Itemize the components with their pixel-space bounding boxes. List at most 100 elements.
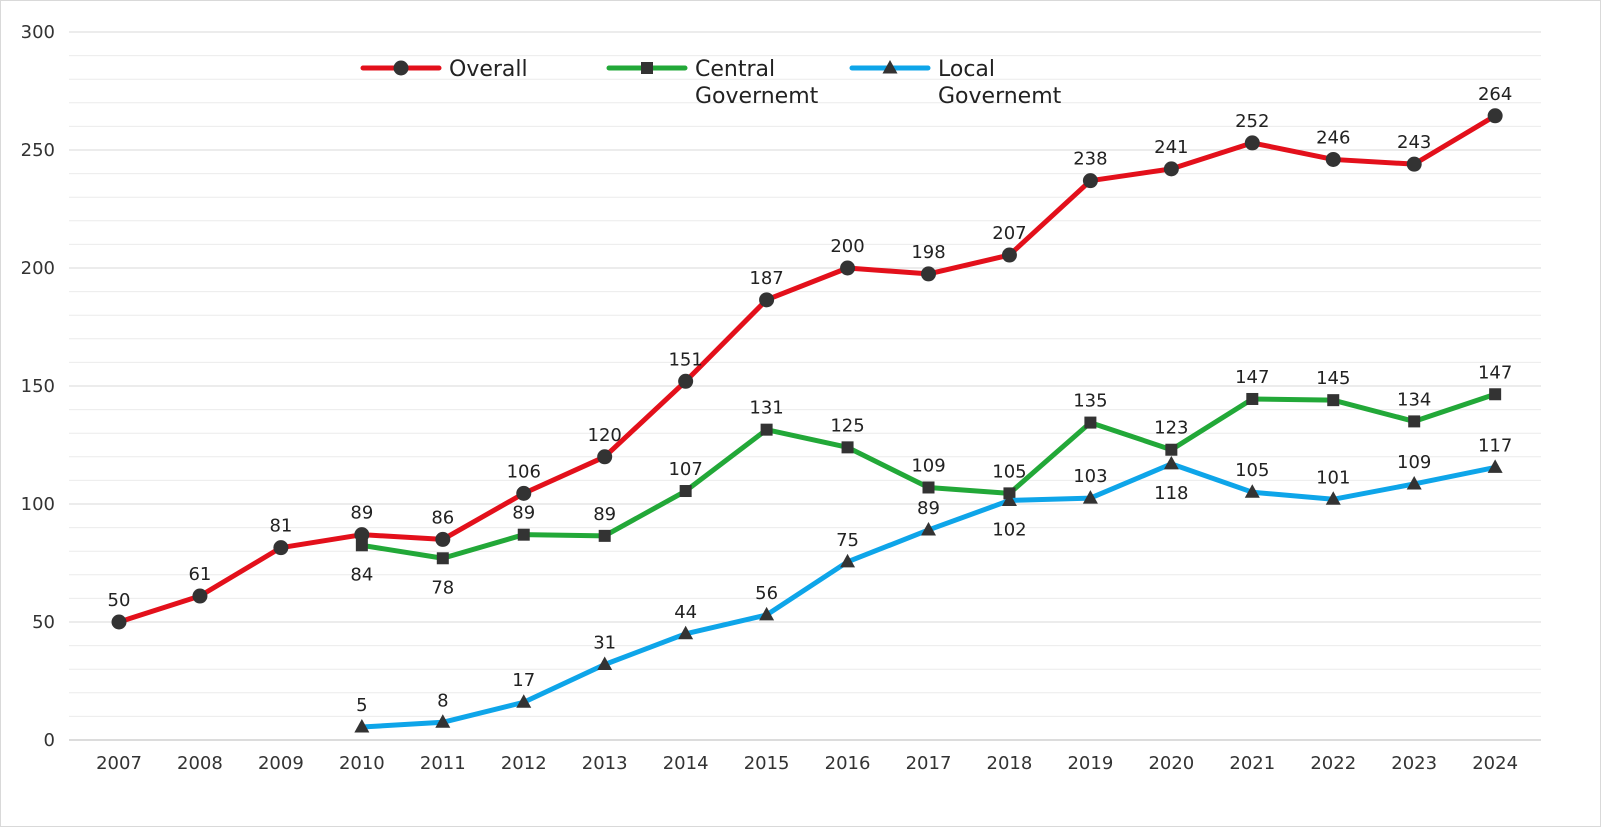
data-point-marker (760, 423, 773, 436)
data-point-marker (1325, 491, 1341, 505)
data-label: 106 (507, 461, 541, 482)
data-point-marker (435, 531, 451, 547)
data-label: 17 (512, 670, 535, 691)
data-point-marker (1325, 151, 1341, 167)
data-label: 238 (1073, 149, 1107, 170)
data-label: 81 (269, 516, 292, 537)
data-point-marker (678, 625, 694, 640)
x-tick-label: 2021 (1229, 753, 1275, 774)
legend-item: Central Governemt (606, 57, 819, 109)
data-label: 187 (749, 268, 783, 289)
data-point-marker (1082, 173, 1098, 189)
legend-label: Overall (449, 57, 528, 82)
data-point-marker (1489, 388, 1502, 401)
data-label: 102 (992, 519, 1026, 540)
data-label: 5 (356, 695, 367, 716)
data-label: 135 (1073, 391, 1107, 412)
series-2 (355, 388, 1502, 565)
data-point-marker (1001, 492, 1017, 506)
y-tick-label: 50 (32, 612, 55, 633)
legend-item: Local Governemt (849, 57, 1062, 109)
data-point-marker (1487, 108, 1503, 124)
data-label: 200 (830, 236, 864, 257)
data-label: 8 (437, 690, 448, 711)
data-label: 86 (431, 507, 454, 528)
data-label: 264 (1478, 84, 1512, 105)
x-tick-label: 2011 (420, 753, 466, 774)
x-tick-label: 2019 (1067, 753, 1113, 774)
data-label: 107 (668, 459, 702, 480)
x-tick-label: 2007 (96, 753, 142, 774)
y-tick-label: 100 (21, 494, 55, 515)
data-label: 75 (836, 530, 859, 551)
data-point-marker (840, 553, 856, 568)
data-label: 109 (911, 455, 945, 476)
data-point-marker (1084, 416, 1097, 429)
data-point-marker (1165, 443, 1178, 456)
data-point-marker (192, 588, 208, 604)
data-label: 31 (593, 632, 616, 653)
data-point-marker (1406, 475, 1422, 490)
data-label: 243 (1397, 132, 1431, 153)
data-point-marker (1163, 161, 1179, 177)
data-point-marker (841, 441, 854, 454)
data-label: 101 (1316, 467, 1350, 488)
data-point-marker (1327, 394, 1340, 407)
x-tick-label: 2012 (501, 753, 547, 774)
data-point-marker (679, 485, 692, 498)
data-point-marker (1082, 490, 1098, 504)
data-point-marker (273, 540, 289, 556)
x-tick-label: 2014 (663, 753, 709, 774)
series-1 (111, 108, 1503, 630)
y-tick-label: 150 (21, 376, 55, 397)
data-label: 117 (1478, 435, 1512, 456)
data-point-marker (517, 528, 530, 541)
x-tick-label: 2009 (258, 753, 304, 774)
data-point-marker (598, 529, 611, 542)
x-tick-label: 2020 (1148, 753, 1194, 774)
data-label: 131 (749, 398, 783, 419)
data-point-marker (1246, 392, 1259, 405)
data-label: 44 (674, 602, 697, 623)
legend-label: Central Governemt (695, 57, 819, 109)
y-tick-label: 300 (21, 22, 55, 43)
data-label: 125 (830, 415, 864, 436)
data-point-marker (759, 292, 775, 308)
series-3 (354, 455, 1503, 733)
data-point-marker (1001, 247, 1017, 263)
x-tick-label: 2015 (744, 753, 790, 774)
data-point-marker (1487, 459, 1503, 473)
data-label: 134 (1397, 389, 1431, 410)
legend-marker (882, 60, 898, 74)
data-label: 78 (431, 577, 454, 598)
data-label: 89 (512, 503, 535, 524)
data-point-marker (354, 527, 370, 543)
data-point-marker (435, 714, 451, 728)
x-tick-label: 2023 (1391, 753, 1437, 774)
data-point-marker (1244, 135, 1260, 151)
x-tick-label: 2013 (582, 753, 628, 774)
data-label: 61 (188, 564, 211, 585)
legend-marker (393, 60, 409, 76)
gridlines (69, 31, 1541, 717)
data-label: 50 (108, 590, 131, 611)
data-point-marker (597, 449, 613, 465)
x-tick-label: 2008 (177, 753, 223, 774)
data-point-marker (436, 552, 449, 565)
data-label: 246 (1316, 127, 1350, 148)
x-tick-label: 2022 (1310, 753, 1356, 774)
data-label: 103 (1073, 466, 1107, 487)
data-point-marker (921, 266, 936, 282)
x-tick-label: 2024 (1472, 753, 1518, 774)
data-point-marker (1408, 415, 1421, 428)
data-label: 198 (911, 242, 945, 263)
x-tick-label: 2010 (339, 753, 385, 774)
data-label: 123 (1154, 418, 1188, 439)
series-line (116, 113, 1498, 625)
x-tick-label: 2016 (825, 753, 871, 774)
data-point-marker (1406, 156, 1422, 172)
series-group (111, 108, 1503, 733)
legend-marker (641, 62, 653, 74)
data-label: 89 (350, 503, 373, 524)
data-point-marker (1244, 484, 1260, 498)
